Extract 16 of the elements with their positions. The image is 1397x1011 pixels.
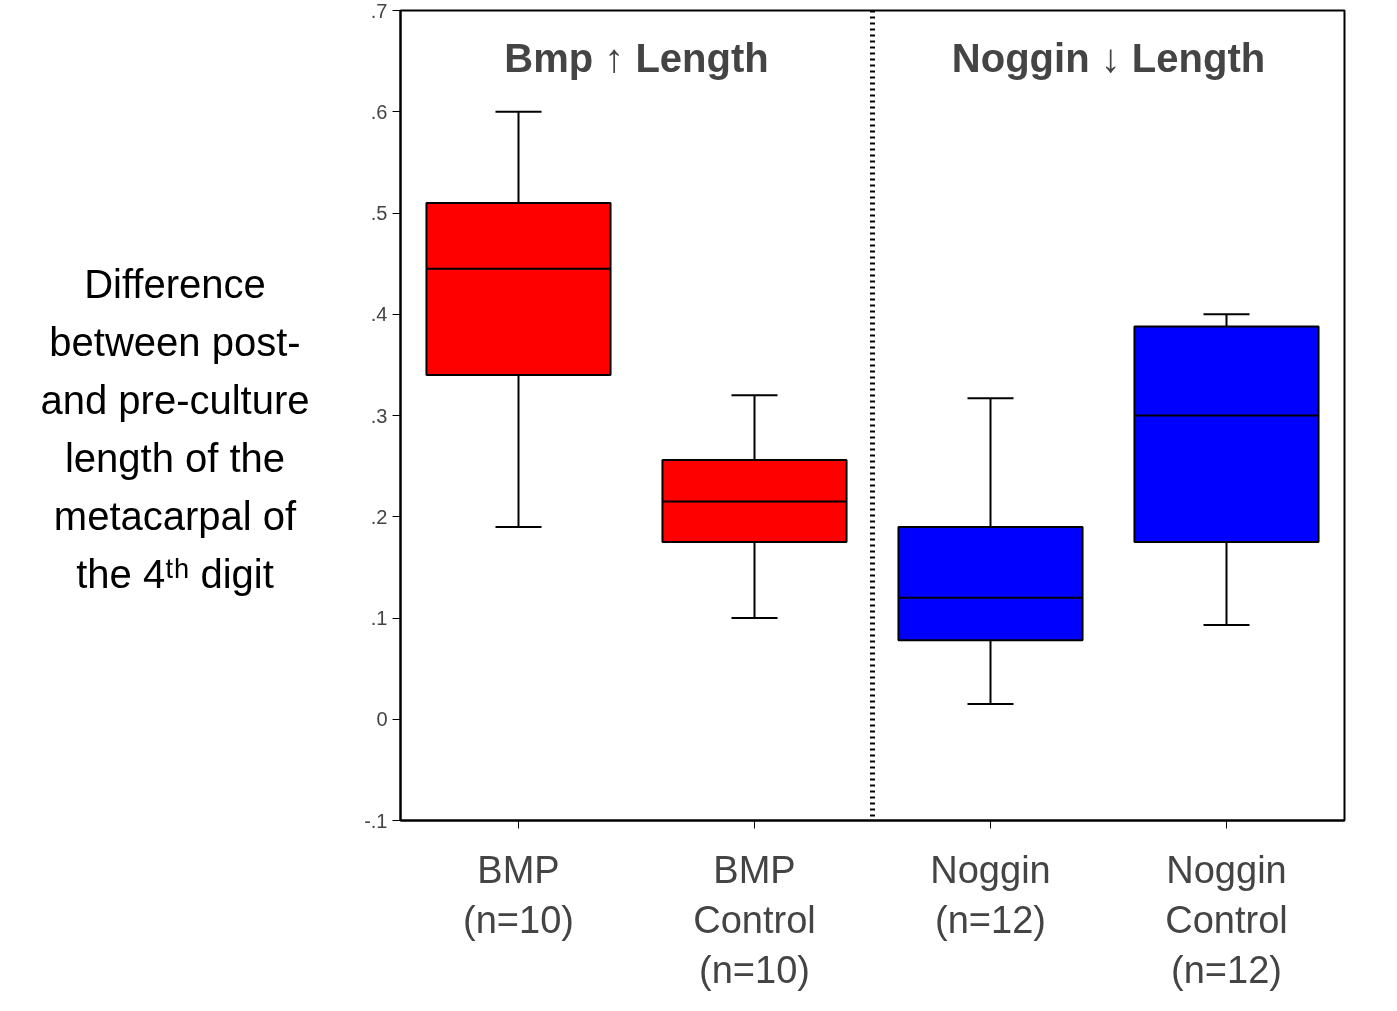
annotation: Bmp ↑ Length — [504, 35, 769, 80]
x-tick-label: BMP Control (n=10) — [693, 848, 816, 992]
x-tick-label: Noggin (n=12) — [930, 848, 1051, 941]
y-axis-title: Difference between post- and pre-culture length of the metacarpal of the 4ᵗʰ digit — [40, 261, 310, 598]
x-tick-label: BMP (n=10) — [463, 848, 574, 941]
x-tick-label: Noggin Control (n=12) — [1165, 848, 1288, 992]
y-tick-label: 0 — [376, 708, 388, 731]
y-tick-label: .1 — [370, 607, 388, 629]
y-tick-label: .4 — [370, 303, 388, 326]
y-tick-label: .5 — [370, 202, 388, 224]
y-tick-label: .6 — [370, 100, 388, 123]
annotation: Noggin ↓ Length — [951, 35, 1266, 80]
y-tick-label: .2 — [370, 505, 388, 528]
y-tick-label: .7 — [370, 0, 388, 22]
y-tick-label: .3 — [370, 404, 388, 427]
y-tick-label: -.1 — [364, 809, 388, 832]
